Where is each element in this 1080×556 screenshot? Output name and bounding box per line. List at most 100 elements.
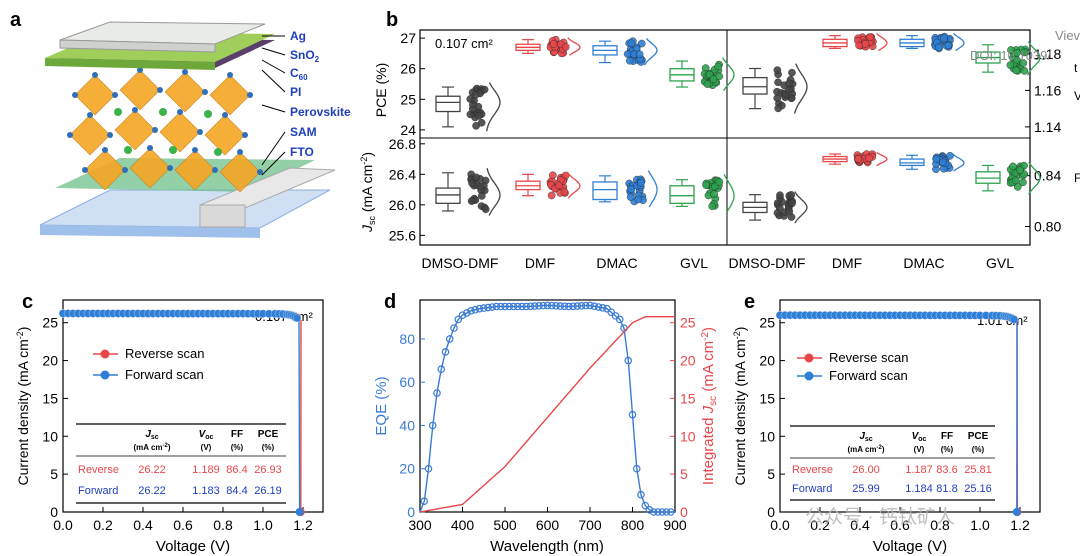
scatter-point xyxy=(709,75,718,83)
scatter-point xyxy=(854,155,863,163)
right-axis-frag-0: t xyxy=(1074,61,1078,75)
jv-xtick-label: 1.0 xyxy=(253,517,273,533)
scatter-point xyxy=(627,39,636,48)
svg-text:83.6: 83.6 xyxy=(936,464,957,476)
jv-xtick-label: 0.6 xyxy=(890,517,910,533)
scatter-point xyxy=(715,178,724,186)
svg-text:Reverse: Reverse xyxy=(792,464,833,476)
panel-a-schematic: a xyxy=(10,9,351,238)
panel-d-eqe: d 300 400 500 600 700 800 900 80 60 40 20 0 25 20 15 10… xyxy=(373,291,719,555)
svg-text:Forward: Forward xyxy=(78,485,118,497)
label-sam: SAM xyxy=(290,125,317,139)
eqe-point xyxy=(628,410,637,419)
integrated-jsc-curve xyxy=(419,316,675,513)
panel-a-letter: a xyxy=(10,9,22,31)
scatter-point xyxy=(785,207,794,216)
b-x-label: GVL xyxy=(986,255,1014,271)
svg-text:25.99: 25.99 xyxy=(852,483,880,495)
perovskite-lattice xyxy=(69,69,261,193)
jv-xtick-label: 0.8 xyxy=(930,517,950,533)
scatter-point xyxy=(626,193,635,201)
svg-text:Viev: Viev xyxy=(1055,28,1080,43)
eqe-point xyxy=(433,389,441,397)
scatter-point xyxy=(944,41,953,50)
eqe-point xyxy=(454,315,463,324)
eqe-point xyxy=(458,311,467,319)
scatter-point xyxy=(623,50,632,58)
svg-text:(V): (V) xyxy=(201,443,212,452)
jv-ytick-label: 20 xyxy=(42,353,58,369)
b-ytick-label: 25 xyxy=(400,91,416,107)
density-curve xyxy=(794,191,808,224)
panel-e-legend: Reverse scan Forward scan xyxy=(797,350,908,383)
eqe-xtick-label: 400 xyxy=(451,517,475,533)
panel-e-ylabel: Current density (mA cm-2) xyxy=(732,327,748,486)
svg-text:PCE: PCE xyxy=(258,429,279,440)
jv-curve xyxy=(63,312,301,513)
scatter-point xyxy=(711,182,719,191)
scatter-point xyxy=(774,78,782,87)
jv-point xyxy=(1009,315,1019,324)
eqe-ytick-left-label: 40 xyxy=(399,417,415,433)
eqe-xtick-label: 600 xyxy=(536,517,560,533)
scatter-point xyxy=(1009,162,1017,171)
scatter-point xyxy=(708,202,717,210)
scatter-point xyxy=(635,50,644,59)
eqe-xtick-label: 300 xyxy=(408,517,432,533)
jv-point xyxy=(292,313,302,323)
panel-d-ylabel-right: Integrated Jsc (mA cm-2) xyxy=(700,327,719,485)
jv-curve xyxy=(63,312,302,513)
scatter-point xyxy=(866,33,875,42)
scatter-point xyxy=(547,191,556,200)
eqe-point xyxy=(662,508,671,516)
b-ytick-label: 0.80 xyxy=(1034,218,1061,234)
svg-text:(%): (%) xyxy=(262,443,275,452)
eqe-point xyxy=(598,304,607,312)
svg-text:FF: FF xyxy=(941,431,953,442)
watermark-wechat: 公众号 · 钙钛矿人 xyxy=(805,506,955,528)
b-ytick-label: 27 xyxy=(400,30,416,46)
b-x-label: GVL xyxy=(680,255,708,271)
eqe-point xyxy=(424,464,433,473)
eqe-point xyxy=(492,302,501,311)
scatter-point xyxy=(1013,183,1022,191)
box-body xyxy=(435,95,461,113)
right-axis-frag-1: V xyxy=(1074,89,1080,103)
scatter-point xyxy=(703,80,712,88)
eqe-point xyxy=(437,365,446,374)
density-curve xyxy=(647,170,658,208)
eqe-point xyxy=(666,508,675,516)
eqe-point xyxy=(513,302,522,311)
eqe-point xyxy=(462,309,471,317)
panel-b-letter: b xyxy=(386,9,398,31)
scatter-point xyxy=(472,173,481,182)
eqe-point xyxy=(658,508,667,516)
b-x-label: DMSO-DMF xyxy=(422,255,499,271)
scatter-point xyxy=(855,41,863,50)
b-x-label: DMF xyxy=(832,255,862,271)
b-x-label: DMAC xyxy=(903,255,944,271)
label-sno2: SnO2 xyxy=(290,48,320,64)
svg-text:Forward scan: Forward scan xyxy=(829,368,908,383)
svg-text:1.189: 1.189 xyxy=(192,464,220,476)
scatter-point xyxy=(471,91,480,99)
scatter-point xyxy=(1020,67,1029,75)
scatter-point xyxy=(773,66,782,74)
pce-ylabel: PCE (%) xyxy=(373,63,389,117)
jv-ytick-label: 15 xyxy=(42,390,58,406)
label-pi: PI xyxy=(290,85,301,99)
scatter-point xyxy=(932,155,940,163)
svg-text:(%): (%) xyxy=(972,445,985,454)
density-curve xyxy=(486,168,501,216)
b-x-label: DMAC xyxy=(596,255,637,271)
scatter-point xyxy=(477,192,486,200)
eqe-ytick-right-label: 20 xyxy=(680,353,696,369)
eqe-point xyxy=(641,501,650,510)
eqe-point xyxy=(624,356,633,365)
scatter-point xyxy=(475,111,483,120)
scatter-point xyxy=(625,56,634,65)
jsc-ylabel: Jsc (mA cm-2) xyxy=(360,152,377,233)
jv-ytick-label: 10 xyxy=(42,428,58,444)
svg-text:81.8: 81.8 xyxy=(936,483,957,495)
scatter-point xyxy=(861,40,870,48)
